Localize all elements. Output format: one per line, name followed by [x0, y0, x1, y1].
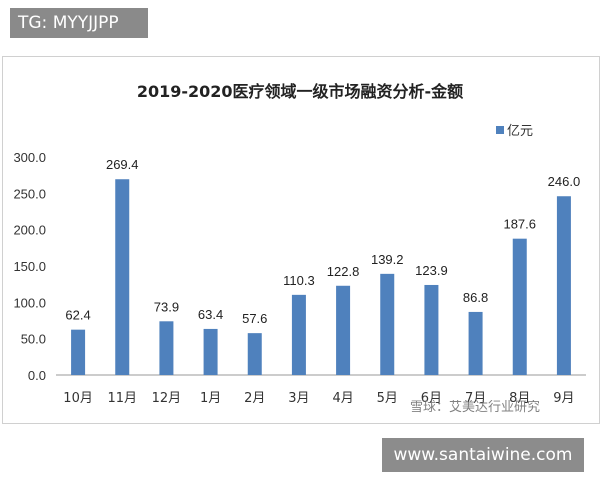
bar	[71, 329, 86, 375]
category-label: 1月	[200, 391, 221, 406]
category-label: 7月	[465, 391, 486, 406]
y-tick-label: 50.0	[21, 332, 46, 347]
y-tick-label: 200.0	[13, 223, 46, 238]
category-label: 9月	[553, 391, 574, 406]
y-tick-label: 250.0	[13, 186, 46, 201]
y-tick-label: 150.0	[13, 259, 46, 274]
bar-value-label: 187.6	[503, 217, 536, 232]
bar-value-label: 269.4	[106, 157, 139, 172]
y-tick-label: 300.0	[13, 150, 46, 165]
y-tick-label: 0.0	[28, 368, 46, 383]
category-label: 8月	[509, 391, 530, 406]
bar-value-label: 86.8	[463, 290, 488, 305]
category-label: 4月	[332, 391, 353, 406]
category-label: 5月	[377, 391, 398, 406]
bar-value-label: 57.6	[242, 311, 267, 326]
bar-value-label: 73.9	[154, 299, 179, 314]
bar-value-label: 139.2	[371, 252, 404, 267]
bar	[247, 333, 262, 375]
bar	[336, 285, 351, 375]
bar	[203, 328, 218, 375]
bar-value-label: 123.9	[415, 263, 448, 278]
bar-value-label: 63.4	[198, 307, 223, 322]
tg-badge: TG: MYYJJPP	[10, 8, 148, 38]
bar	[424, 284, 439, 375]
bar-value-label: 62.4	[65, 308, 90, 323]
bar	[556, 196, 571, 375]
chart-title: 2019-2020医疗领域一级市场融资分析-金额	[136, 82, 464, 101]
category-label: 3月	[288, 391, 309, 406]
bar	[468, 311, 483, 375]
watermark-text: 雪球：艾美达行业研究	[410, 400, 541, 415]
legend-label: 亿元	[507, 124, 533, 139]
bar-value-label: 110.3	[283, 273, 315, 288]
bar	[512, 238, 527, 375]
category-label: 11月	[107, 391, 137, 406]
site-badge: www.santaiwine.com	[382, 438, 584, 472]
bar-value-label: 246.0	[548, 174, 581, 189]
y-tick-label: 100.0	[13, 295, 46, 310]
bar	[115, 179, 130, 375]
legend-swatch	[496, 126, 504, 134]
category-label: 2月	[244, 391, 265, 406]
category-label: 12月	[152, 391, 182, 406]
bar-value-label: 122.8	[327, 264, 360, 279]
bar	[291, 294, 306, 375]
category-label: 6月	[421, 391, 442, 406]
bar	[159, 321, 174, 375]
bar	[380, 273, 395, 375]
category-label: 10月	[63, 391, 93, 406]
